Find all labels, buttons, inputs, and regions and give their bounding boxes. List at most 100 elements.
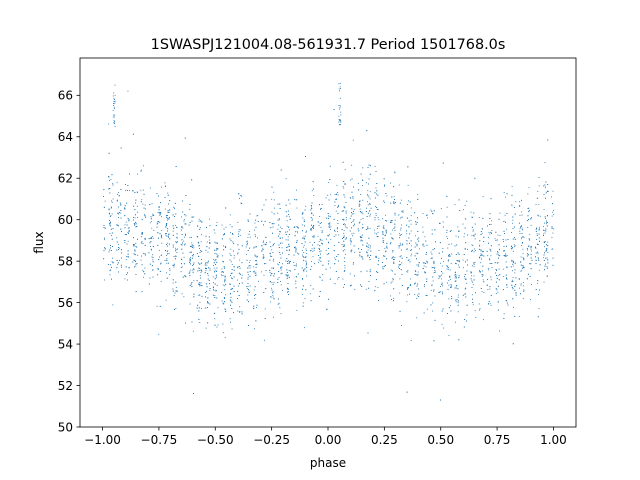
- data-point: [329, 278, 331, 280]
- data-point: [537, 282, 539, 284]
- data-point: [285, 204, 287, 206]
- data-point: [209, 289, 211, 291]
- data-point: [263, 292, 265, 293]
- data-point: [205, 249, 207, 251]
- data-point: [191, 286, 193, 288]
- data-point: [208, 247, 210, 249]
- data-point: [423, 286, 425, 288]
- data-point: [520, 211, 522, 213]
- data-point: [191, 244, 193, 246]
- data-point: [407, 288, 408, 290]
- data-point: [454, 287, 456, 289]
- data-point: [382, 231, 384, 233]
- data-point: [104, 247, 106, 249]
- data-point: [181, 266, 183, 268]
- data-point: [553, 209, 554, 211]
- data-point: [522, 265, 524, 267]
- data-point: [132, 133, 134, 135]
- data-point: [344, 270, 346, 271]
- data-point: [127, 218, 129, 219]
- data-point: [526, 278, 528, 280]
- data-point: [480, 254, 482, 256]
- data-point: [536, 235, 538, 236]
- data-point: [416, 264, 418, 266]
- data-point: [253, 246, 255, 248]
- data-point: [519, 287, 520, 289]
- data-point: [410, 278, 412, 280]
- data-point: [378, 260, 379, 262]
- data-point: [271, 249, 273, 251]
- data-point: [350, 197, 352, 199]
- data-point: [358, 248, 359, 250]
- data-point: [319, 238, 321, 240]
- data-point: [488, 267, 490, 269]
- data-point: [114, 115, 116, 117]
- data-point: [149, 222, 151, 224]
- data-point: [431, 233, 433, 235]
- data-point: [150, 237, 152, 239]
- data-point: [198, 245, 200, 247]
- data-point: [182, 211, 184, 213]
- data-point: [264, 318, 266, 319]
- data-point: [535, 289, 537, 290]
- data-point: [454, 245, 456, 247]
- data-point: [407, 271, 409, 273]
- data-point: [112, 246, 113, 247]
- data-point: [151, 265, 153, 267]
- data-point: [167, 217, 169, 219]
- data-point: [204, 272, 206, 274]
- data-point: [432, 249, 434, 251]
- data-point: [238, 272, 240, 274]
- data-point: [172, 225, 174, 227]
- data-point: [205, 327, 207, 329]
- data-point: [418, 240, 420, 242]
- data-point: [302, 256, 304, 257]
- data-point: [503, 318, 505, 319]
- data-point: [247, 278, 249, 280]
- data-point: [280, 237, 282, 239]
- data-point: [406, 233, 408, 235]
- data-point: [311, 212, 312, 214]
- data-point: [454, 274, 456, 276]
- data-point: [152, 215, 154, 217]
- data-point: [239, 283, 240, 285]
- data-point: [350, 284, 352, 286]
- data-point: [281, 228, 283, 229]
- data-point: [294, 246, 296, 248]
- data-point: [447, 259, 449, 261]
- data-point: [479, 245, 481, 247]
- data-point: [167, 250, 169, 252]
- data-point: [166, 219, 168, 221]
- x-tick-label: −0.25: [253, 433, 290, 447]
- data-point: [182, 276, 184, 278]
- data-point: [201, 259, 202, 260]
- data-point: [128, 231, 130, 232]
- data-point: [215, 274, 217, 276]
- data-point: [248, 265, 250, 267]
- data-point: [391, 236, 393, 238]
- data-point: [446, 195, 448, 197]
- data-point: [480, 288, 482, 289]
- data-point: [464, 233, 466, 235]
- data-point: [230, 240, 232, 242]
- data-point: [362, 240, 364, 242]
- data-point: [279, 307, 281, 309]
- data-point: [551, 237, 553, 238]
- data-point: [282, 263, 283, 265]
- data-point: [182, 227, 184, 229]
- data-point: [167, 211, 169, 213]
- data-point: [103, 206, 105, 208]
- data-point: [377, 264, 379, 266]
- data-point: [423, 245, 425, 247]
- data-point: [547, 190, 549, 192]
- data-point: [198, 307, 200, 309]
- data-point: [530, 263, 532, 265]
- data-point: [233, 250, 234, 252]
- data-point: [287, 291, 289, 292]
- data-point: [480, 250, 482, 252]
- data-point: [326, 217, 328, 219]
- data-point: [214, 283, 216, 285]
- data-point: [544, 222, 545, 224]
- data-point: [158, 237, 159, 239]
- data-point: [213, 289, 215, 291]
